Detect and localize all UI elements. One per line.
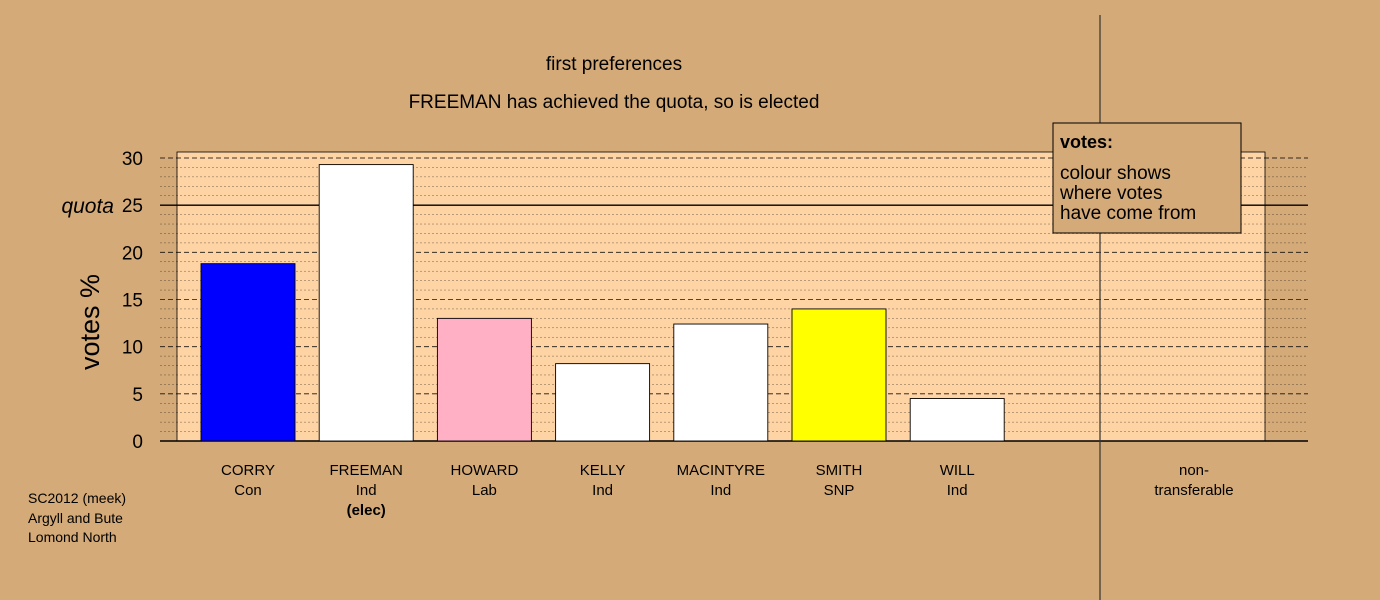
nontransferable-label-line2: transferable xyxy=(1154,482,1233,499)
y-tick-label: 10 xyxy=(122,338,143,359)
y-tick-label: 30 xyxy=(122,149,143,170)
legend: votes: colour shows where votes have com… xyxy=(1052,122,1242,234)
candidate-party: Ind xyxy=(947,482,968,499)
y-tick-label: 5 xyxy=(132,385,143,406)
candidate-party: Lab xyxy=(472,482,497,499)
footer-line: Argyll and Bute xyxy=(28,510,123,526)
candidate-name: CORRY xyxy=(221,462,275,479)
candidate-party: Con xyxy=(234,482,262,499)
y-ticks: 0 5 10 15 20 25 30 xyxy=(122,149,143,453)
chart-subtitle: FREEMAN has achieved the quota, so is el… xyxy=(409,92,820,113)
candidate-party: Ind xyxy=(710,482,731,499)
candidate-name: WILL xyxy=(940,462,975,479)
chart-title: first preferences xyxy=(546,54,682,75)
bar-kelly xyxy=(555,363,651,442)
bars xyxy=(200,164,1005,442)
footer-line: SC2012 (meek) xyxy=(28,490,126,506)
x-labels: CORRY Con FREEMAN Ind (elec) HOWARD Lab KELLY In… xyxy=(221,462,975,519)
footer-line: Lomond North xyxy=(28,529,117,545)
candidate-party: SNP xyxy=(824,482,855,499)
y-tick-label: 0 xyxy=(132,432,143,453)
bar-freeman xyxy=(318,164,414,442)
bar-will xyxy=(909,398,1005,442)
candidate-party: Ind xyxy=(592,482,613,499)
y-tick-label: 25 xyxy=(122,196,143,217)
y-axis-label: votes % xyxy=(75,274,105,370)
bar-smith xyxy=(791,308,887,442)
bar-corry xyxy=(200,263,296,442)
candidate-party: Ind xyxy=(356,482,377,499)
legend-box xyxy=(1052,122,1242,234)
candidate-name: FREEMAN xyxy=(330,462,403,479)
legend-line: colour shows xyxy=(1060,163,1171,184)
legend-line: have come from xyxy=(1060,203,1196,224)
legend-line: where votes xyxy=(1059,183,1162,204)
quota-label: quota xyxy=(61,195,114,218)
candidate-status: (elec) xyxy=(347,502,386,519)
y-tick-label: 15 xyxy=(122,291,143,312)
candidate-name: KELLY xyxy=(580,462,626,479)
bar-howard xyxy=(436,317,532,442)
candidate-name: SMITH xyxy=(816,462,863,479)
nontransferable-label-line1: non- xyxy=(1179,462,1209,479)
bar-macintyre xyxy=(673,323,769,442)
legend-title: votes: xyxy=(1060,132,1113,152)
candidate-name: MACINTYRE xyxy=(677,462,765,479)
candidate-name: HOWARD xyxy=(451,462,519,479)
y-tick-label: 20 xyxy=(122,243,143,264)
